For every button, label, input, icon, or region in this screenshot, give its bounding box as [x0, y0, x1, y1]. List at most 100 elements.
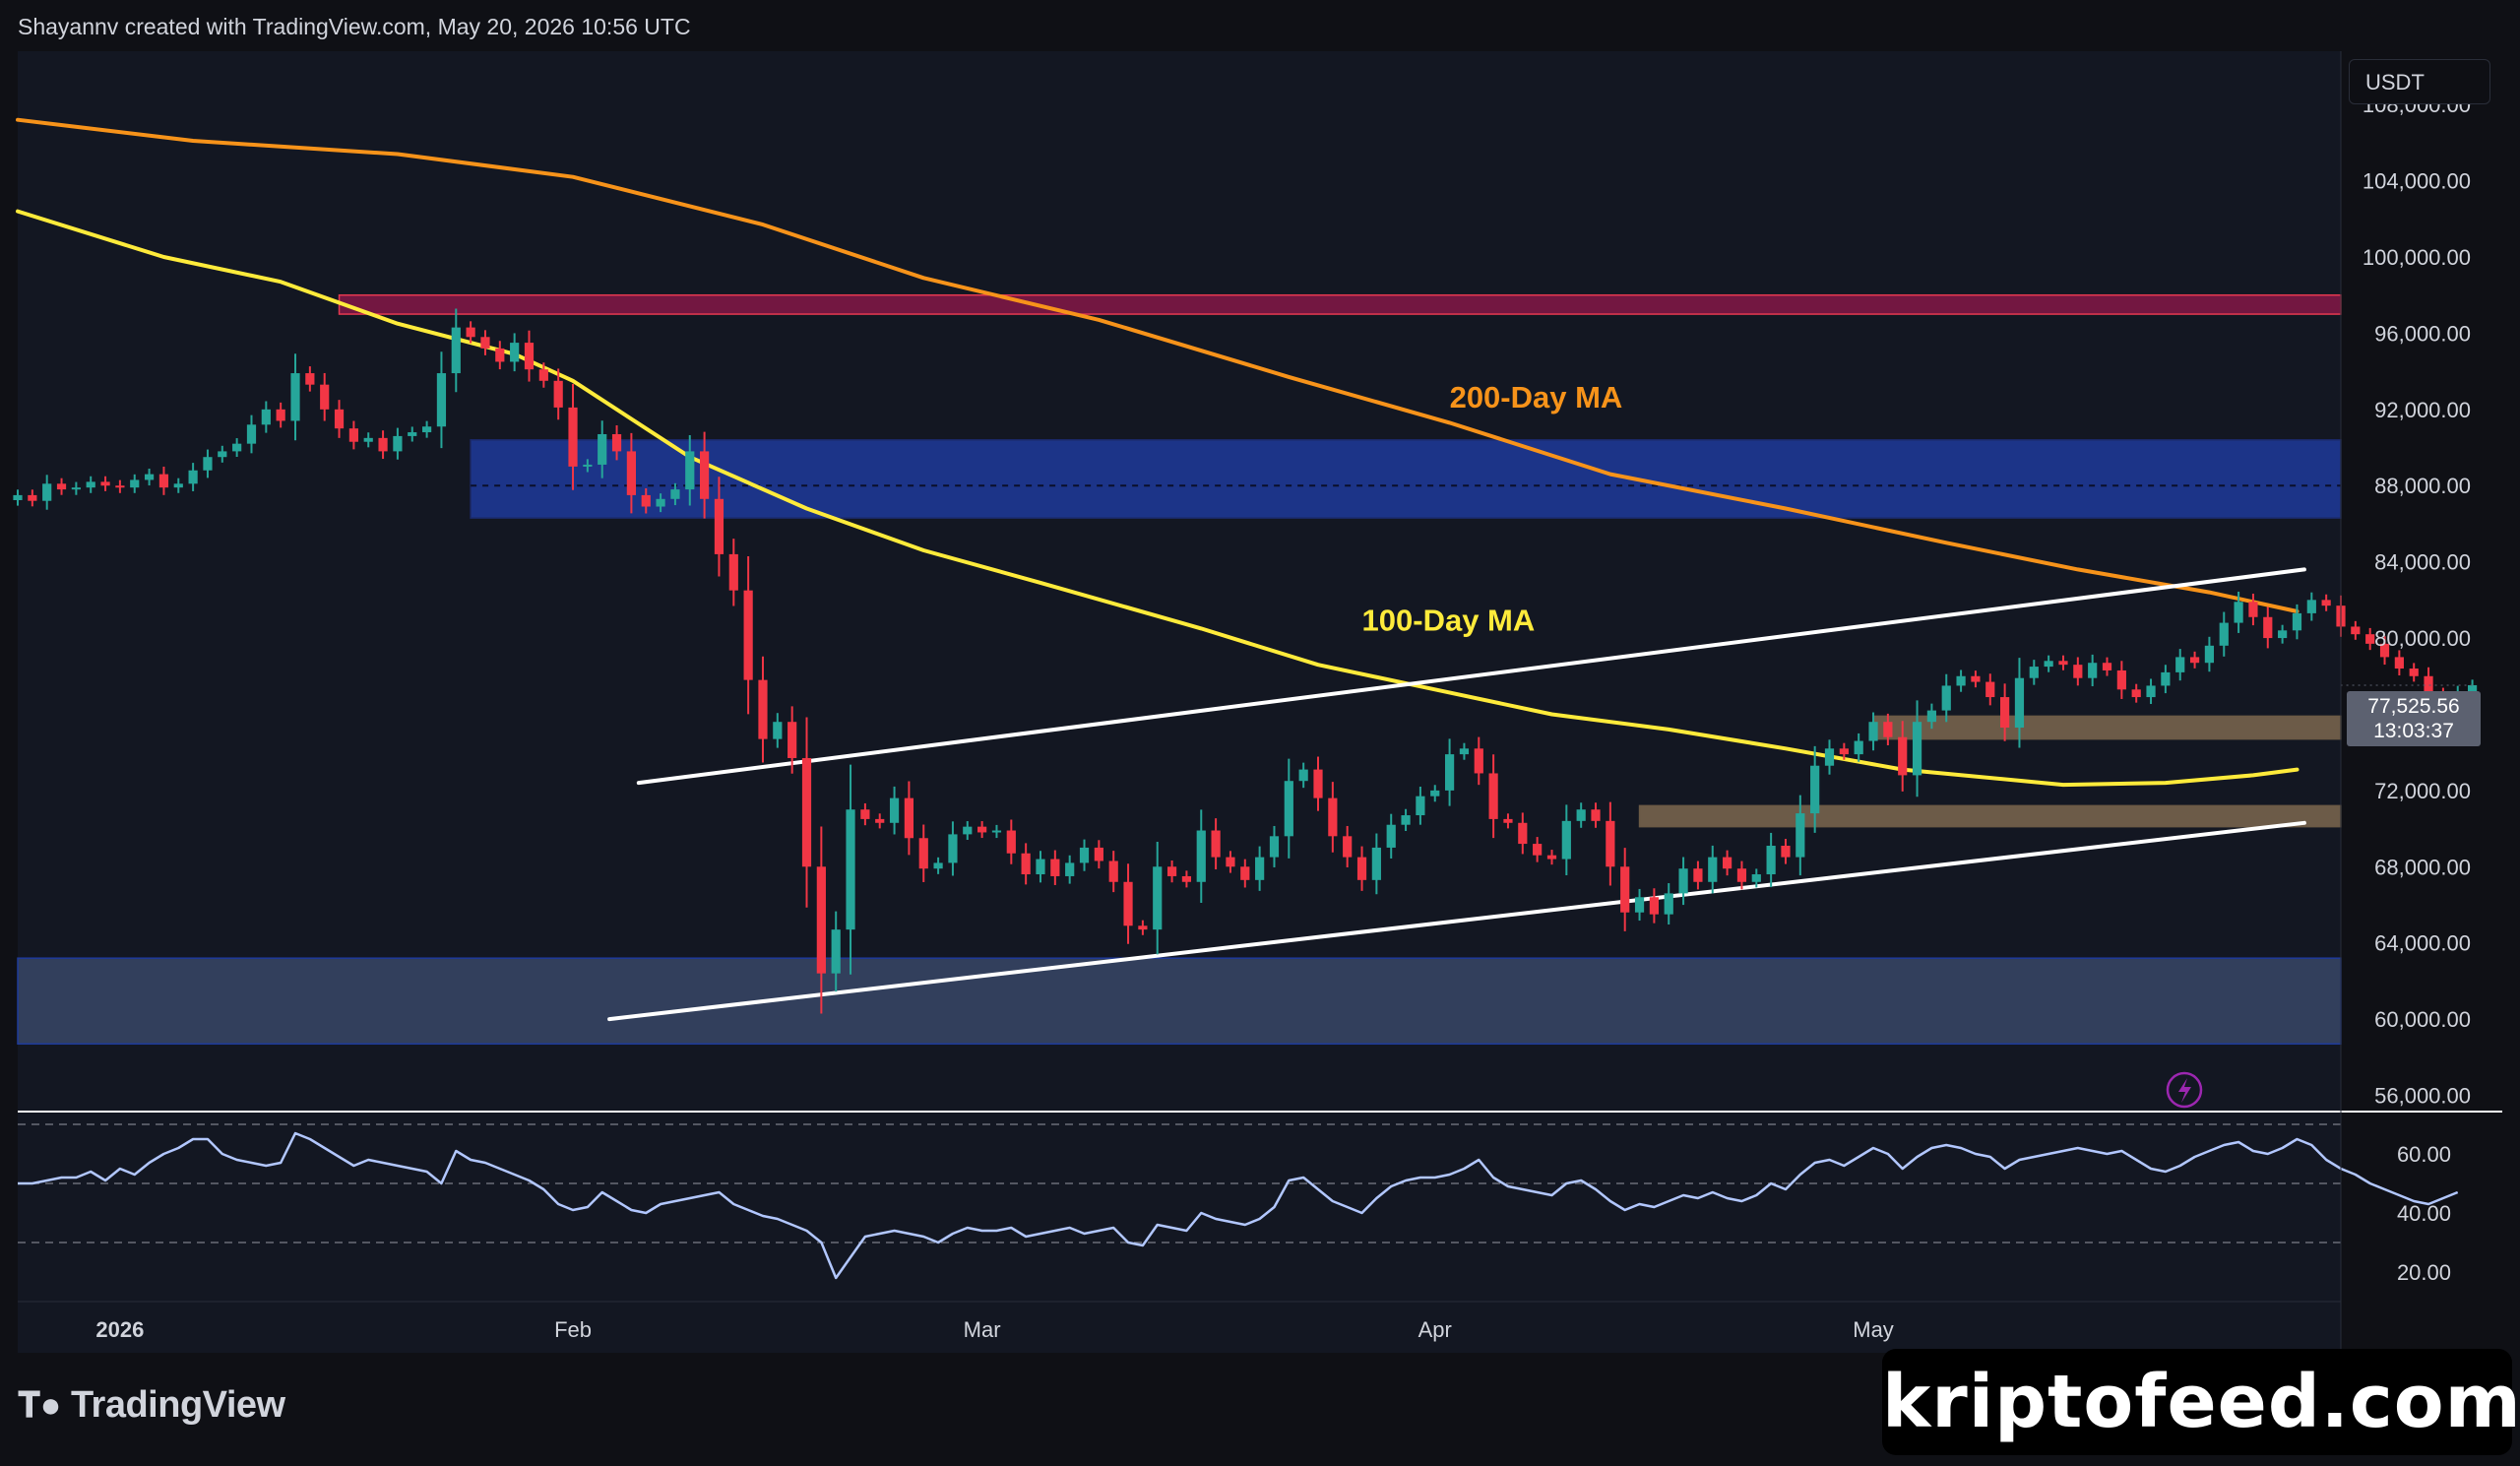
candle — [1693, 860, 1703, 890]
candle-body — [2321, 600, 2331, 606]
candle — [524, 330, 535, 382]
candle — [2306, 592, 2316, 621]
candle — [1181, 870, 1192, 888]
candle — [1123, 863, 1133, 944]
candle-body — [2248, 602, 2258, 617]
candle — [860, 802, 870, 826]
candle — [305, 366, 315, 392]
candle — [1926, 703, 1937, 730]
candle-body — [1723, 857, 1732, 869]
candle — [1079, 839, 1090, 871]
rsi-axis[interactable]: 60.00 40.00 20.00 — [2397, 1142, 2451, 1285]
candle — [1021, 843, 1031, 885]
candle-body — [86, 481, 95, 488]
candle-body — [144, 474, 155, 480]
tradingview-logo-text: TradingView — [70, 1384, 285, 1426]
candle — [875, 813, 885, 829]
candle — [1269, 825, 1280, 867]
candle — [2000, 683, 2010, 741]
candle-body — [1153, 866, 1163, 930]
candle — [1401, 808, 1411, 832]
candle — [1474, 736, 1483, 786]
candle-body — [714, 498, 724, 554]
candle-body — [2204, 645, 2215, 664]
candle — [626, 432, 636, 514]
candle-body — [1021, 853, 1031, 875]
candle-body — [670, 489, 680, 499]
candle — [933, 857, 943, 874]
candle-body — [2088, 663, 2098, 678]
candle — [1065, 855, 1075, 884]
currency-selector[interactable]: USDT — [2349, 59, 2490, 104]
candle-body — [1824, 748, 1835, 766]
candle — [1533, 837, 1543, 862]
candle — [2292, 604, 2302, 640]
candle-body — [1634, 897, 1645, 913]
candle — [320, 372, 330, 421]
candle-body — [816, 866, 826, 974]
candle — [2321, 594, 2331, 611]
candle — [801, 717, 812, 908]
tradingview-logo-icon: 𝐓● — [18, 1384, 61, 1425]
labels-layer: 200-Day MA 100-Day MA — [1362, 380, 2473, 686]
candle-body — [1796, 813, 1805, 858]
candle-body — [232, 443, 242, 452]
candle-body — [656, 498, 665, 507]
candle-body — [2102, 663, 2112, 670]
candle-body — [524, 343, 535, 370]
candle-body — [2116, 669, 2126, 690]
candle — [889, 786, 900, 835]
candle — [1796, 795, 1805, 876]
candle — [611, 424, 622, 461]
price-axis[interactable]: 108,000.00104,000.00100,000.0096,000.009… — [2362, 93, 2471, 1108]
candle-body — [2424, 675, 2433, 694]
alert-icon[interactable] — [2166, 1071, 2203, 1109]
candle — [2248, 593, 2258, 626]
candle — [173, 478, 183, 493]
candle — [363, 432, 373, 448]
channel-upper-line — [636, 567, 2306, 786]
candle-body — [2409, 669, 2419, 676]
candle-body — [2306, 600, 2316, 613]
candle-body — [408, 432, 417, 436]
candle — [1196, 809, 1206, 903]
candle — [1941, 673, 1951, 723]
candle-body — [421, 426, 432, 433]
candle-body — [1079, 847, 1090, 863]
candle-body — [158, 474, 169, 488]
candle — [1444, 738, 1455, 806]
candle — [538, 362, 548, 388]
candle — [773, 713, 783, 748]
candle — [1050, 850, 1060, 885]
candle-body — [363, 437, 373, 442]
candle — [1211, 818, 1221, 869]
candle-body — [1708, 857, 1718, 882]
candle-body — [1736, 868, 1747, 882]
candle — [1591, 802, 1601, 828]
time-axis[interactable]: 2026 Feb Mar Apr May — [95, 1317, 1893, 1342]
candle — [1634, 888, 1645, 922]
candle-body — [728, 553, 738, 591]
candle-body — [2029, 667, 2039, 678]
candle-body — [2044, 661, 2053, 668]
candle — [2073, 657, 2083, 686]
candle-body — [1386, 824, 1396, 848]
tradingview-logo[interactable]: 𝐓● TradingView — [18, 1384, 285, 1427]
candle — [1751, 868, 1761, 888]
candle-body — [510, 343, 520, 362]
candle — [2234, 591, 2243, 633]
candle — [1883, 713, 1893, 746]
candle — [1386, 813, 1396, 859]
candle-body — [1839, 748, 1849, 755]
price-tick-label: 72,000.00 — [2374, 779, 2471, 803]
demand-zone — [17, 957, 2342, 1046]
rsi-tick-label: 40.00 — [2397, 1201, 2451, 1226]
candle-body — [246, 424, 257, 444]
candle-body — [1255, 857, 1265, 880]
candle-body — [1898, 736, 1908, 776]
candle — [758, 656, 768, 763]
candle-body — [1094, 847, 1103, 861]
lines-layer — [16, 117, 2306, 1022]
candle-body — [393, 435, 403, 452]
